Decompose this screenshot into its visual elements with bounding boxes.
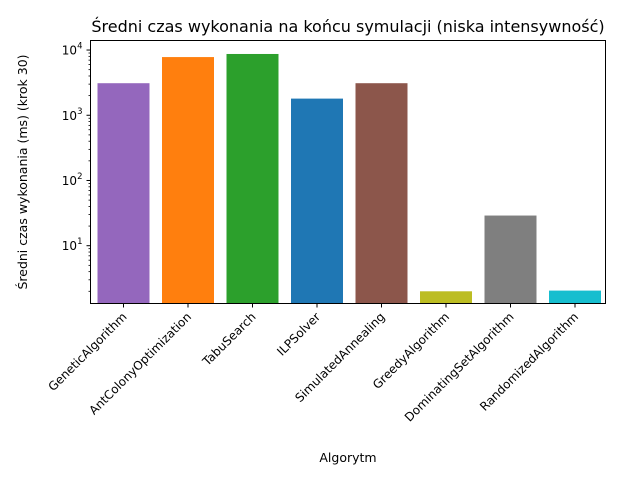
x-tick-label: ILPSolver [274,310,323,359]
y-tick-label: 104 [62,42,83,58]
x-tick-label: TabuSearch [199,310,259,370]
chart-title: Średni czas wykonania na końcu symulacji… [91,17,604,36]
bar-AntColonyOptimization [162,57,214,304]
bar-GreedyAlgorithm [420,291,472,304]
bar-TabuSearch [226,53,279,304]
y-axis-ticks: 101 102 103 104 [62,42,91,292]
x-tick-label: DominatingSetAlgorithm [402,310,517,425]
bar-SimulatedAnnealing [355,83,408,304]
bars-group [97,53,601,304]
bar-RandomizedAlgorithm [549,290,601,304]
y-tick-label: 103 [62,107,83,123]
y-tick-label: 101 [62,237,83,253]
bar-ILPSolver [291,98,343,304]
bar-GeneticAlgorithm [97,83,150,304]
y-axis-label: Średni czas wykonania (ms) (krok 30) [15,54,30,289]
plot-frame [90,40,606,304]
x-axis-label: Algorytm [319,450,376,465]
bar-DominatingSetAlgorithm [484,215,537,304]
y-tick-label: 102 [62,172,83,188]
